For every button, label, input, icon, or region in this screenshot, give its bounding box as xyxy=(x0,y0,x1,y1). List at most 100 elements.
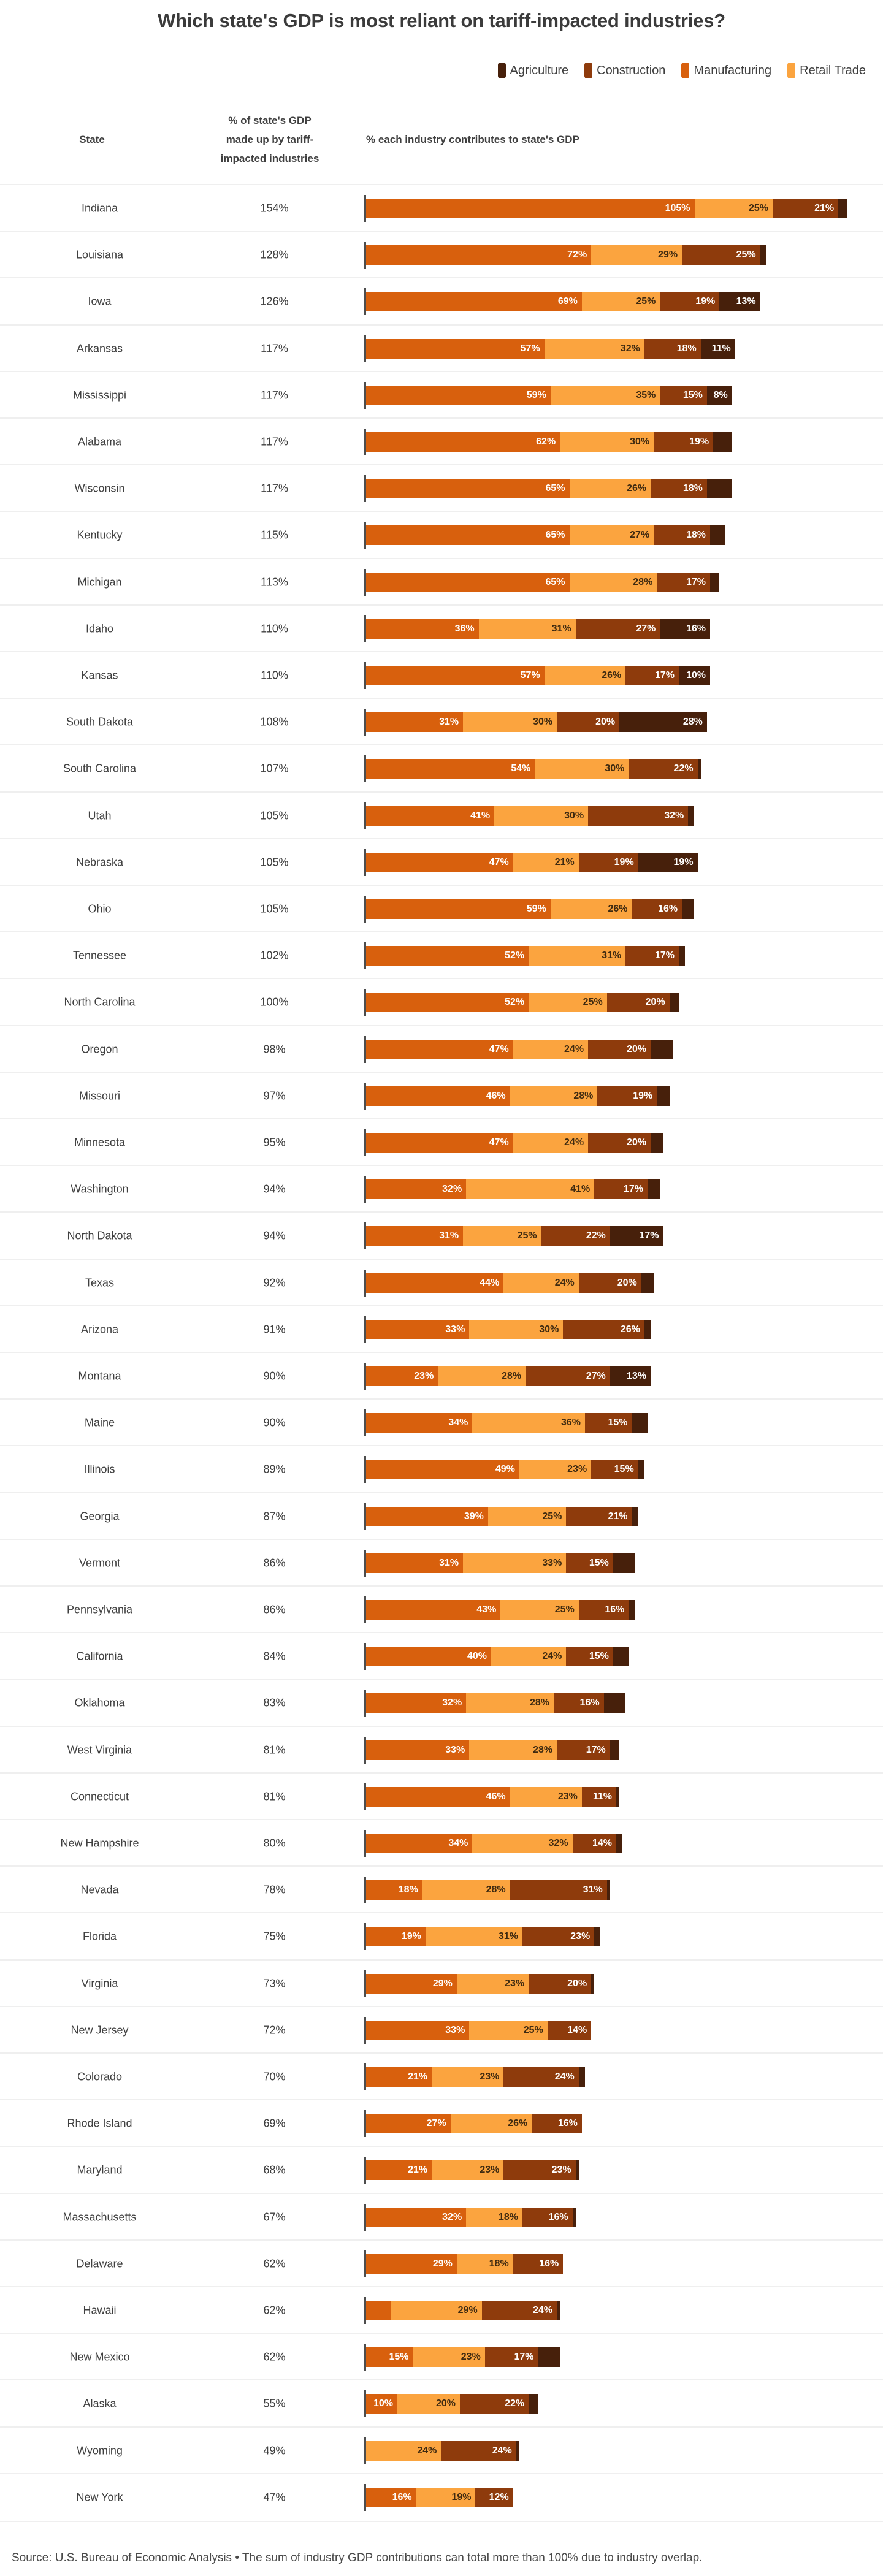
bar-segment-label: 20% xyxy=(567,1978,587,1989)
bar-segment-label: 29% xyxy=(432,1978,453,1989)
bar-segment-manufacturing: 43% xyxy=(366,1600,501,1620)
state-total-pct: 110% xyxy=(261,622,288,635)
bar-axis-tick xyxy=(364,1409,366,1437)
bar-segment-construction: 18% xyxy=(651,479,707,499)
bar-segment-retail-trade: 28% xyxy=(510,1086,598,1106)
bar-segment-retail-trade: 24% xyxy=(503,1273,579,1293)
bar-segment-label: 15% xyxy=(614,1464,634,1475)
bar-axis-tick xyxy=(364,2390,366,2418)
state-total-pct: 49% xyxy=(263,2444,286,2457)
bar-segment-agriculture xyxy=(651,1133,663,1153)
bar: 32% 18% 16% xyxy=(366,2207,576,2227)
bar-segment-agriculture xyxy=(713,432,732,452)
state-total-pct: 69% xyxy=(263,2117,286,2130)
bar-segment-manufacturing: 46% xyxy=(366,1086,510,1106)
bar-segment-label: 46% xyxy=(486,1090,506,1101)
bar-segment-label: 20% xyxy=(645,997,665,1008)
table-row-wisconsin: Wisconsin 117% 65% 26% 18% xyxy=(0,464,883,512)
bar-segment-retail-trade: 30% xyxy=(494,806,589,826)
bar-segment-label: 24% xyxy=(564,1043,584,1054)
table-row-louisiana: Louisiana 128% 72% 29% 25% xyxy=(0,231,883,278)
stacked-bar: 34% 32% 14% xyxy=(364,1830,623,1858)
stacked-bar: 27% 26% 16% xyxy=(364,2110,582,2138)
bar-segment-construction: 15% xyxy=(591,1460,638,1480)
bar-segment-construction: 20% xyxy=(529,1973,592,1994)
state-name: Georgia xyxy=(80,1510,120,1523)
bar-segment-construction: 22% xyxy=(460,2394,529,2414)
state-name: Indiana xyxy=(81,202,118,215)
bar: 33% 30% 26% xyxy=(366,1319,651,1339)
bar-segment-manufacturing: 47% xyxy=(366,1039,513,1059)
state-total-pct: 91% xyxy=(263,1323,286,1336)
bar: 34% 32% 14% xyxy=(366,1834,623,1854)
bar-segment-label: 18% xyxy=(489,2258,509,2269)
table-row-arizona: Arizona 91% 33% 30% 26% xyxy=(0,1305,883,1353)
table-row-missouri: Missouri 97% 46% 28% 19% xyxy=(0,1071,883,1119)
bar-segment-label: 20% xyxy=(627,1137,647,1148)
bar-segment-label: 36% xyxy=(454,623,475,634)
stacked-bar: 15% 23% 17% xyxy=(364,2344,560,2371)
bar-segment-manufacturing: 33% xyxy=(366,1319,470,1339)
bar-axis-tick xyxy=(364,1783,366,1810)
bar: 47% 24% 20% xyxy=(366,1039,673,1059)
bar: 105% 25% 21% xyxy=(366,199,848,219)
bar-segment-retail-trade: 24% xyxy=(513,1133,589,1153)
bar-segment-label: 34% xyxy=(448,1838,468,1849)
bar-segment-agriculture xyxy=(647,1179,660,1200)
bar-segment-agriculture xyxy=(594,1927,601,1947)
bar-segment-agriculture xyxy=(678,946,686,966)
bar-segment-label: 17% xyxy=(639,1230,659,1241)
state-name: Louisiana xyxy=(75,248,124,261)
bar-segment-agriculture xyxy=(613,1647,629,1667)
bar-segment-label: 8% xyxy=(713,389,728,400)
bar: 65% 26% 18% xyxy=(366,479,732,499)
bar-segment-agriculture xyxy=(644,1319,651,1339)
bar-segment-label: 29% xyxy=(432,2258,453,2269)
bar-segment-manufacturing: 69% xyxy=(366,292,582,312)
bar: 62% 30% 19% xyxy=(366,432,732,452)
bar-segment-construction: 17% xyxy=(594,1179,648,1200)
state-total-pct: 97% xyxy=(263,1089,286,1102)
bar-segment-construction: 19% xyxy=(597,1086,657,1106)
bar-segment-agriculture xyxy=(682,899,695,920)
column-header-total-pct-line2: made up by tariff- xyxy=(226,134,314,145)
state-total-pct: 90% xyxy=(263,1370,286,1382)
table-row-north-dakota: North Dakota 94% 31% 25% 22% 17% xyxy=(0,1211,883,1259)
bar-segment-retail-trade: 30% xyxy=(463,712,557,733)
bar-segment-label: 13% xyxy=(627,1371,647,1382)
bar-segment-construction: 15% xyxy=(566,1647,613,1667)
bar-segment-label: 11% xyxy=(592,1791,612,1802)
bar-segment-agriculture xyxy=(603,1693,626,1713)
bar-segment-retail-trade: 28% xyxy=(469,1740,557,1760)
state-name: North Carolina xyxy=(64,996,136,1008)
bar-segment-label: 23% xyxy=(570,1931,591,1942)
bar-segment-agriculture xyxy=(529,2394,538,2414)
stacked-bar: 46% 28% 19% xyxy=(364,1082,670,1110)
bar-segment-label: 32% xyxy=(620,343,640,354)
bar-segment-manufacturing: 33% xyxy=(366,1740,470,1760)
state-total-pct: 92% xyxy=(263,1276,286,1289)
bar: 59% 35% 15% 8% xyxy=(366,385,732,405)
bar-segment-retail-trade: 32% xyxy=(472,1834,573,1854)
bar-segment-manufacturing: 46% xyxy=(366,1786,510,1807)
bar-segment-label: 19% xyxy=(689,436,709,448)
bar-segment-agriculture xyxy=(575,2160,579,2181)
bar-segment-construction: 14% xyxy=(572,1834,616,1854)
bar-segment-label: 25% xyxy=(583,997,603,1008)
bar-segment-construction: 23% xyxy=(503,2160,576,2181)
bar-axis-tick xyxy=(364,429,366,456)
stacked-bar: 23% 28% 27% 13% xyxy=(364,1363,651,1390)
bar-segment-label: 30% xyxy=(539,1324,559,1335)
bar-segment-label: 16% xyxy=(579,1698,600,1709)
table-row-texas: Texas 92% 44% 24% 20% xyxy=(0,1258,883,1306)
bar: 72% 29% 25% xyxy=(366,245,766,265)
bar-axis-tick xyxy=(364,662,366,690)
bar-axis-tick xyxy=(364,568,366,596)
bar-segment-retail-trade: 18% xyxy=(466,2207,522,2227)
bar-axis-tick xyxy=(364,896,366,923)
bar-segment-retail-trade: 24% xyxy=(491,1647,567,1667)
state-total-pct: 75% xyxy=(263,1930,286,1943)
bar-segment-agriculture: 19% xyxy=(638,852,698,872)
bar: 47% 21% 19% 19% xyxy=(366,852,698,872)
bar-segment-label: 28% xyxy=(502,1371,522,1382)
